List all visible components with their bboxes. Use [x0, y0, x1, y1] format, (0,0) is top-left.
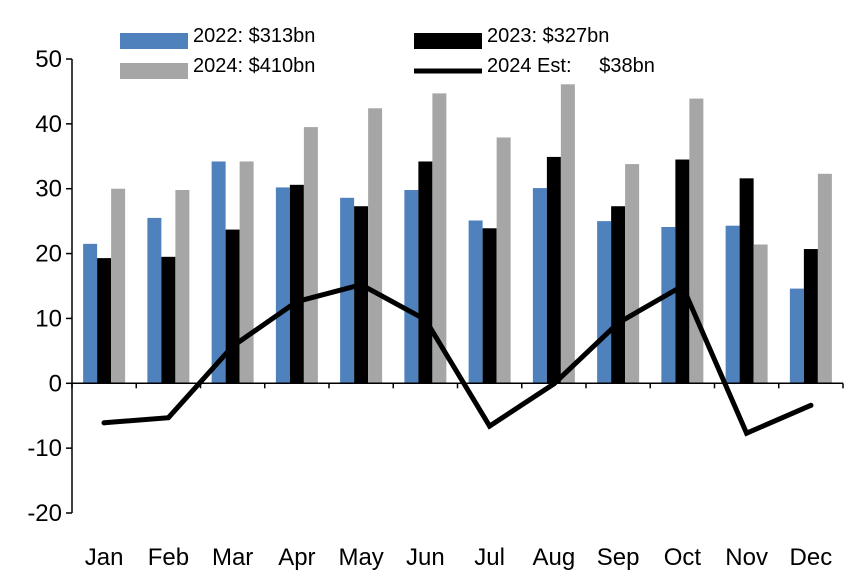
legend-swatch-2 — [414, 33, 482, 49]
line-layer — [101, 282, 814, 437]
bar-sep-series-1 — [597, 221, 612, 384]
x-tick-label-feb: Feb — [148, 544, 189, 571]
x-tick-label-nov: Nov — [725, 544, 768, 571]
bar-jan-series-3 — [111, 188, 126, 384]
legend-swatch-1 — [120, 33, 188, 49]
bar-nov-series-1 — [725, 225, 740, 384]
est-line-point-nov — [744, 430, 750, 436]
bar-oct-series-3 — [689, 98, 704, 384]
bar-nov-series-3 — [753, 244, 768, 384]
legend: 2022: $313bn 2023: $327bn 2024: $410bn 2024… — [120, 25, 655, 79]
est-line-point-aug — [551, 381, 557, 387]
bar-may-series-3 — [368, 108, 383, 384]
x-tick-label-jun: Jun — [406, 544, 445, 571]
x-tick-label-jan: Jan — [85, 544, 124, 571]
bar-jan-series-2 — [97, 258, 112, 384]
axes: 50 40 30 20 10 0 -10 -20 Jan Feb Mar Apr May Jun Jul Au… — [27, 46, 844, 571]
bar-dec-series-1 — [789, 288, 804, 384]
bar-oct-series-1 — [661, 226, 676, 384]
y-tick-label: -20 — [27, 500, 62, 527]
y-tick-label: 50 — [35, 46, 62, 73]
bar-nov-series-2 — [739, 178, 754, 384]
est-line-point-jul — [487, 423, 493, 429]
bar-jul-series-1 — [468, 220, 483, 384]
y-tick-label: 40 — [35, 111, 62, 138]
bar-feb-series-3 — [175, 190, 190, 384]
x-tick-label-jul: Jul — [474, 544, 505, 571]
y-tick-label: 20 — [35, 241, 62, 268]
legend-swatch-3 — [120, 63, 188, 79]
est-line-point-may — [358, 282, 364, 288]
bar-jun-series-3 — [432, 93, 447, 384]
bar-apr-series-2 — [289, 184, 304, 384]
x-tick-label-aug: Aug — [533, 544, 576, 571]
x-tick-label-oct: Oct — [664, 544, 702, 571]
legend-label-1: 2022: $313bn — [193, 25, 315, 47]
bar-dec-series-3 — [817, 173, 832, 384]
bars — [83, 84, 832, 384]
est-line-point-dec — [808, 402, 814, 408]
bar-apr-series-3 — [303, 127, 318, 384]
bar-mar-series-1 — [211, 161, 226, 384]
legend-label-3: 2024: $410bn — [193, 55, 315, 77]
bar-jul-series-3 — [496, 137, 511, 384]
bar-aug-series-2 — [546, 156, 561, 384]
bar-may-series-2 — [354, 206, 369, 384]
x-tick-label-apr: Apr — [278, 544, 315, 571]
bar-feb-series-1 — [147, 217, 162, 384]
est-line-point-jan — [101, 420, 107, 426]
y-tick-label: 10 — [35, 305, 62, 332]
bar-aug-series-1 — [532, 188, 547, 384]
est-line-point-oct — [679, 283, 685, 289]
x-tick-label-mar: Mar — [212, 544, 253, 571]
bar-jun-series-2 — [418, 161, 433, 384]
bar-jun-series-1 — [404, 190, 419, 384]
est-line — [101, 282, 814, 437]
x-tick-label-sep: Sep — [597, 544, 640, 571]
y-tick-label: 30 — [35, 176, 62, 203]
bar-jan-series-1 — [83, 243, 98, 384]
bar-aug-series-3 — [560, 84, 575, 384]
bar-mar-series-3 — [239, 161, 254, 384]
est-line-point-apr — [294, 299, 300, 305]
y-tick-label: -10 — [27, 435, 62, 462]
est-line-point-sep — [615, 320, 621, 326]
bar-dec-series-2 — [803, 249, 818, 384]
bar-sep-series-2 — [611, 206, 626, 384]
bar-feb-series-2 — [161, 256, 176, 384]
est-line-point-feb — [165, 415, 171, 421]
bar-sep-series-3 — [625, 164, 640, 384]
bar-jul-series-2 — [482, 228, 497, 384]
legend-label-4: 2024 Est: $38bn — [487, 55, 655, 77]
est-line-point-jun — [422, 317, 428, 323]
est-line-point-mar — [230, 343, 236, 349]
legend-label-2: 2023: $327bn — [487, 25, 609, 47]
bar-mar-series-2 — [225, 229, 240, 384]
y-tick-label: 0 — [49, 370, 62, 397]
x-tick-label-dec: Dec — [790, 544, 833, 571]
bar-oct-series-2 — [675, 159, 690, 384]
bar-apr-series-1 — [275, 187, 290, 384]
x-tick-label-may: May — [338, 544, 383, 571]
